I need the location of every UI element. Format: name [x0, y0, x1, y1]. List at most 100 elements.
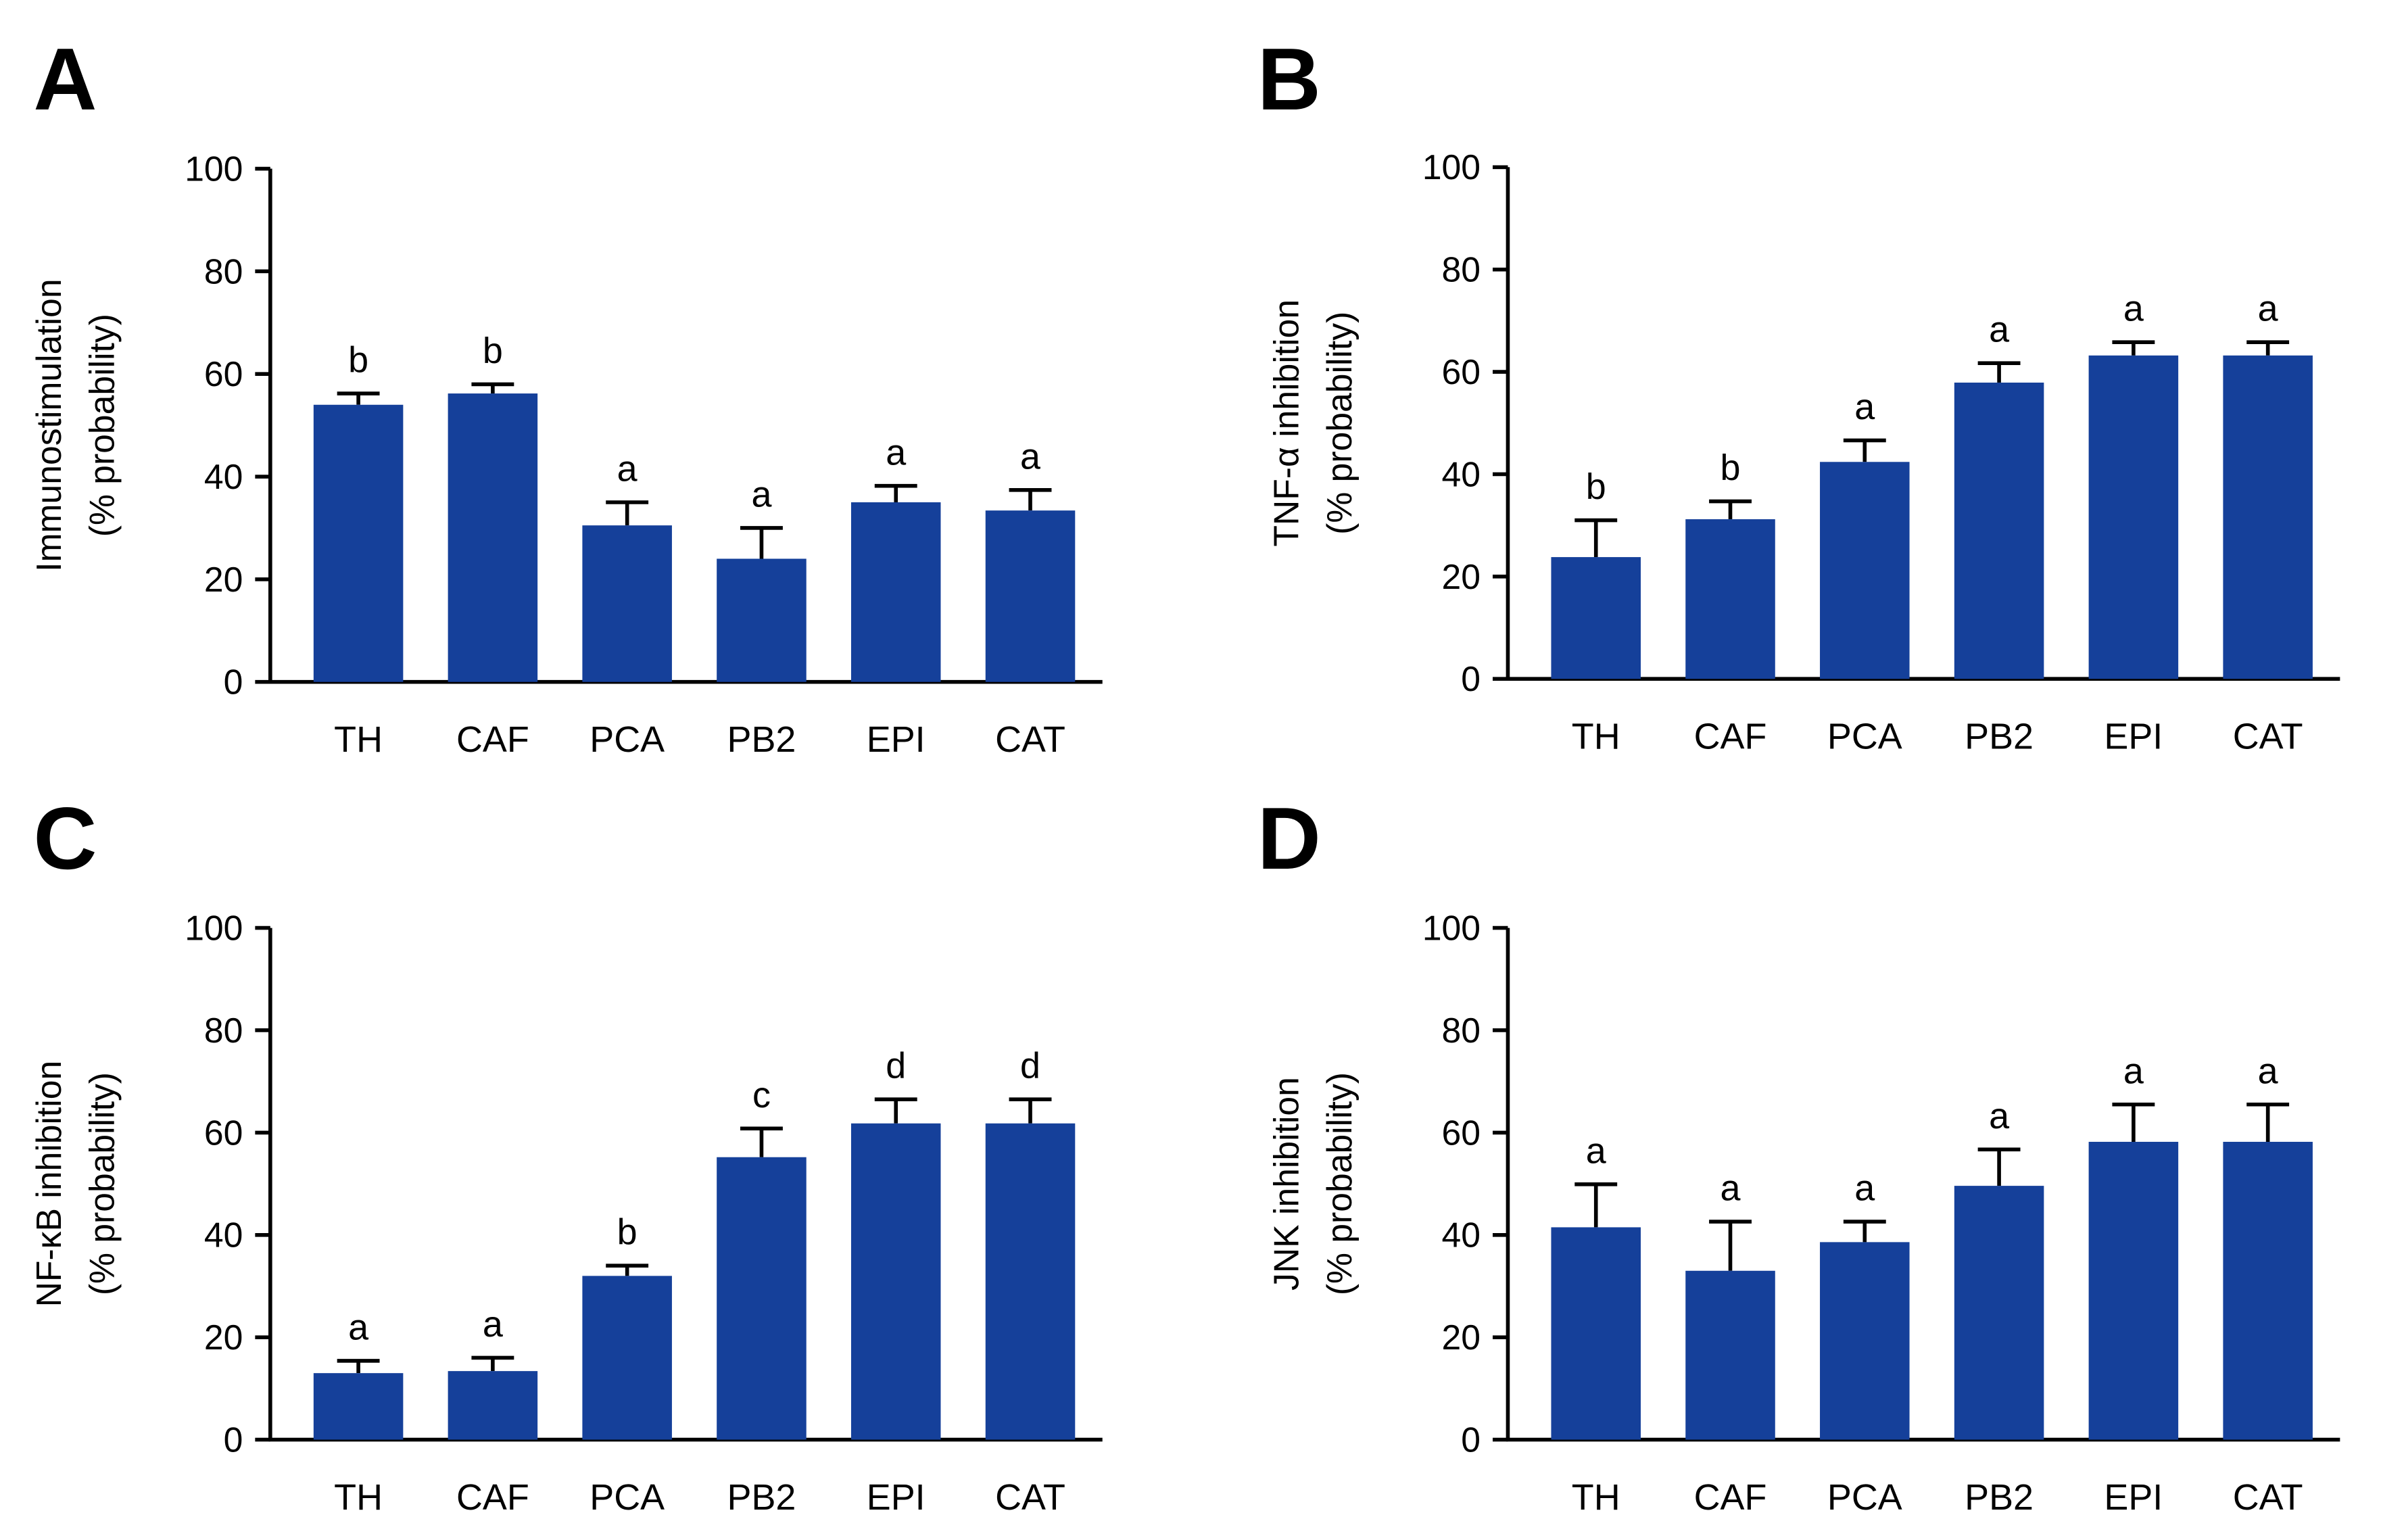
x-tick-label: CAF	[456, 719, 529, 760]
x-tick-label: TH	[1572, 717, 1620, 757]
significance-letter: a	[2258, 1051, 2278, 1091]
y-tick-label: 40	[1442, 1216, 1481, 1255]
y-tick-label: 0	[1461, 1420, 1481, 1460]
significance-letter: c	[752, 1075, 771, 1115]
bar-pb2	[1954, 1186, 2044, 1440]
y-tick-label: 80	[1442, 250, 1481, 289]
x-tick-label: EPI	[867, 719, 925, 760]
y-tick-label: 60	[1442, 1113, 1481, 1152]
y-tick-label: 40	[204, 457, 243, 496]
y-axis-label-unit: (% probability)	[82, 1072, 121, 1295]
y-tick-label: 0	[224, 663, 243, 702]
panel-b: B 0 20 40 60 80 100 TNF-α inhibition (% probabil…	[1257, 30, 2340, 757]
x-tick-label: CAT	[2233, 717, 2303, 757]
y-tick-label: 20	[204, 560, 243, 599]
significance-letter: a	[2258, 289, 2278, 329]
y-tick-label: 80	[204, 251, 243, 291]
x-tick-label: CAT	[2233, 1477, 2303, 1518]
panel-a: A 0 20 40 60 80 100 Immunostimulation (% probabi…	[29, 30, 1103, 760]
significance-letter: b	[1721, 448, 1741, 488]
x-tick-label: CAF	[456, 1477, 529, 1518]
significance-letter: a	[348, 1307, 368, 1348]
x-tick-label: TH	[334, 719, 383, 760]
y-tick-label: 100	[185, 149, 243, 188]
significance-letter: a	[1020, 436, 1040, 477]
y-axis-label-unit: (% probability)	[1320, 1072, 1359, 1295]
x-tick-label: PCA	[1827, 717, 1902, 757]
y-tick-label: 80	[1442, 1011, 1481, 1050]
significance-letter: a	[1989, 1096, 2009, 1136]
y-tick-label: 60	[204, 1113, 243, 1152]
y-tick-label: 0	[1461, 659, 1481, 698]
x-tick-label: PB2	[1965, 1477, 2034, 1518]
x-tick-label: EPI	[2104, 717, 2163, 757]
x-tick-label: PB2	[727, 1477, 796, 1518]
y-axis-label: Immunostimulation	[29, 279, 68, 572]
x-tick-label: PCA	[590, 719, 665, 760]
y-tick-label: 20	[204, 1318, 243, 1357]
y-tick-label: 80	[204, 1011, 243, 1050]
bar-cat	[2223, 1142, 2313, 1440]
y-axis-label-unit: (% probability)	[82, 314, 121, 537]
bar-th	[1551, 1227, 1641, 1440]
y-tick-label: 60	[1442, 352, 1481, 391]
bar-cat	[985, 1123, 1076, 1440]
bar-pb2	[717, 558, 807, 682]
y-axis-label: TNF-α inhibition	[1266, 299, 1305, 547]
bar-pca	[1820, 462, 1910, 679]
bar-epi	[2088, 1142, 2179, 1440]
x-tick-label: PCA	[1827, 1477, 1902, 1518]
significance-letter: a	[617, 449, 638, 489]
significance-letter: a	[1854, 1168, 1875, 1209]
significance-letter: d	[886, 1046, 906, 1086]
y-tick-label: 20	[1442, 1318, 1481, 1357]
significance-letter: a	[2123, 1051, 2144, 1091]
significance-letter: d	[1020, 1046, 1040, 1086]
bar-th	[313, 1373, 404, 1440]
y-tick-label: 100	[185, 909, 243, 948]
y-tick-label: 60	[204, 354, 243, 393]
bar-caf	[448, 1371, 538, 1440]
significance-letter: a	[886, 432, 906, 473]
x-tick-label: EPI	[867, 1477, 925, 1518]
x-tick-label: CAT	[995, 719, 1065, 760]
significance-letter: a	[1586, 1130, 1606, 1171]
x-tick-label: EPI	[2104, 1477, 2163, 1518]
y-tick-label: 20	[1442, 557, 1481, 596]
significance-letter: a	[483, 1304, 503, 1345]
bar-pb2	[1954, 382, 2044, 679]
x-tick-label: PB2	[1965, 717, 2034, 757]
bar-epi	[2088, 355, 2179, 679]
x-tick-label: PCA	[590, 1477, 665, 1518]
bar-pca	[582, 1276, 672, 1440]
bar-caf	[1685, 519, 1775, 679]
significance-letter: a	[1854, 387, 1875, 427]
bar-cat	[2223, 355, 2313, 679]
significance-letter: a	[1721, 1168, 1741, 1209]
bar-th	[313, 404, 404, 682]
panel-c: C 0 20 40 60 80 100 NF-κB inhibition (% probabil…	[29, 789, 1103, 1518]
y-tick-label: 40	[204, 1216, 243, 1255]
y-tick-label: 100	[1422, 909, 1481, 948]
significance-letter: b	[1586, 466, 1606, 507]
panel-letter: C	[33, 789, 97, 888]
x-tick-label: TH	[1572, 1477, 1620, 1518]
bar-pca	[1820, 1242, 1910, 1440]
panel-letter: B	[1257, 30, 1321, 128]
bar-pb2	[717, 1157, 807, 1440]
bar-pca	[582, 525, 672, 682]
x-tick-label: PB2	[727, 719, 796, 760]
bar-th	[1551, 557, 1641, 679]
significance-letter: b	[483, 331, 503, 371]
y-axis-label-unit: (% probability)	[1320, 312, 1359, 535]
y-tick-label: 40	[1442, 454, 1481, 494]
panel-d: D 0 20 40 60 80 100 JNK inhibition (% probabilit…	[1257, 789, 2340, 1518]
y-axis-label: NF-κB inhibition	[29, 1061, 68, 1307]
significance-letter: b	[617, 1212, 638, 1253]
significance-letter: b	[348, 340, 368, 381]
bar-epi	[850, 1123, 941, 1440]
y-axis-label: JNK inhibition	[1266, 1077, 1305, 1291]
significance-letter: a	[1989, 310, 2009, 350]
x-tick-label: CAF	[1694, 717, 1767, 757]
